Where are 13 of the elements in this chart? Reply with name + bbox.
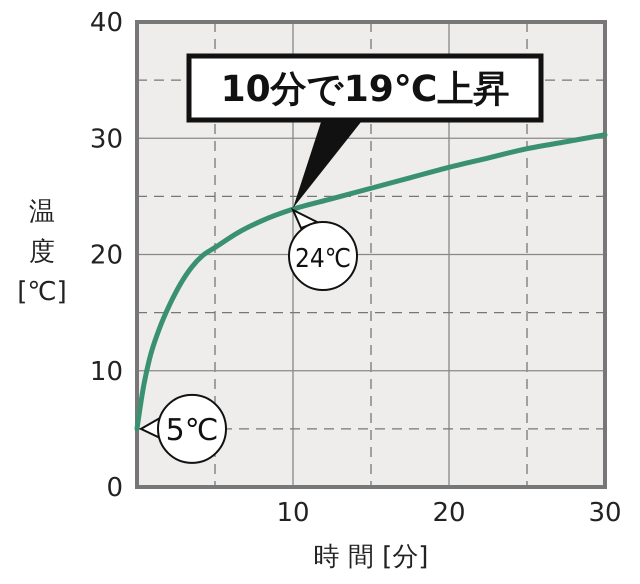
y-tick-label: 10 — [90, 356, 123, 387]
x-tick-label: 20 — [432, 498, 466, 528]
x-axis-title: 時 間 [分] — [314, 542, 428, 572]
y-tick-label: 40 — [90, 8, 123, 38]
annotation: 5℃ — [166, 412, 218, 448]
y-tick-label: 0 — [106, 473, 123, 503]
annotation: 10分で19℃上昇 — [220, 69, 510, 110]
x-tick-label: 10 — [276, 498, 310, 528]
annotation: 24℃ — [295, 244, 358, 274]
x-tick-label: 30 — [588, 498, 622, 528]
y-axis-title: 温度[℃] — [17, 197, 67, 307]
y-tick-label: 30 — [90, 124, 123, 154]
y-tick-label: 20 — [90, 240, 123, 270]
